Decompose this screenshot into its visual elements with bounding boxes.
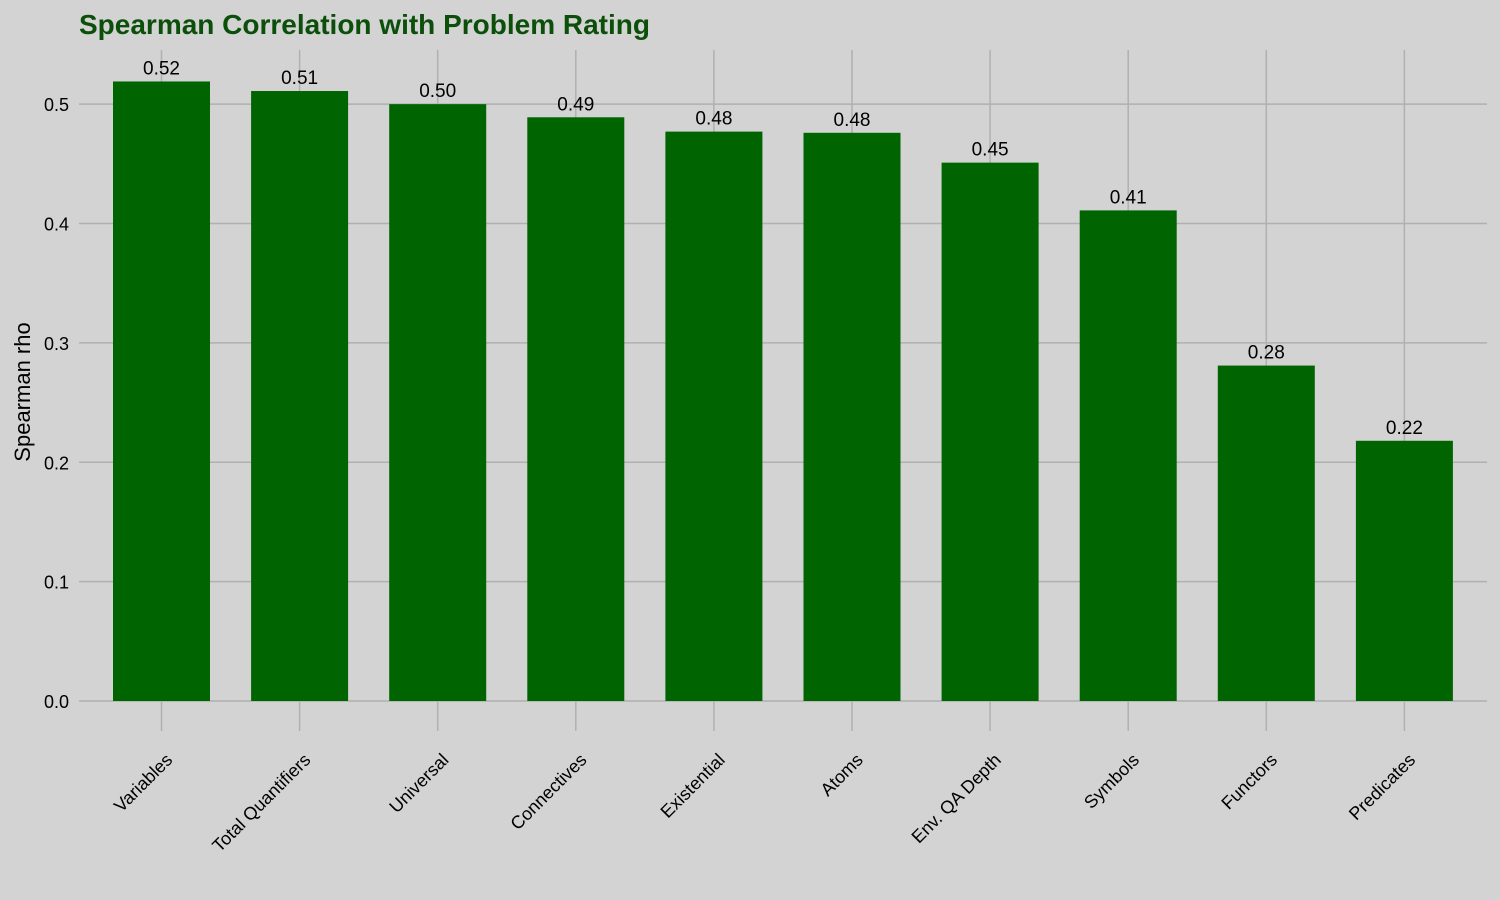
data-label: 0.41 — [1110, 187, 1147, 208]
x-tick-label: Atoms — [817, 750, 867, 800]
chart-title: Spearman Correlation with Problem Rating — [79, 9, 650, 40]
x-axis-ticks: Variables Total Quantifiers Universal Conne… — [110, 701, 1419, 856]
y-tick-label: 0.0 — [44, 692, 69, 712]
bar — [1355, 440, 1453, 701]
x-tick-label: Total Quantifiers — [208, 750, 314, 856]
bar — [527, 117, 625, 701]
x-tick-label: Symbols — [1080, 750, 1143, 813]
bar — [389, 104, 487, 701]
data-label: 0.48 — [834, 110, 871, 131]
data-label: 0.45 — [972, 140, 1009, 161]
bar — [1079, 210, 1177, 702]
data-label: 0.48 — [695, 109, 732, 130]
x-tick-label: Existential — [657, 750, 729, 822]
data-label: 0.52 — [143, 58, 180, 79]
x-tick-label: Connectives — [506, 750, 590, 834]
x-tick-label: Universal — [385, 750, 452, 817]
data-label: 0.28 — [1248, 343, 1285, 364]
bar — [803, 132, 901, 701]
data-label: 0.22 — [1386, 418, 1423, 439]
data-label: 0.51 — [281, 68, 318, 89]
y-tick-label: 0.5 — [44, 95, 69, 115]
x-tick-label: Env. QA Depth — [908, 750, 1005, 847]
x-tick-label: Variables — [110, 750, 176, 816]
data-label: 0.49 — [557, 94, 594, 115]
y-axis-label: Spearman rho — [10, 322, 35, 461]
bar — [665, 131, 763, 701]
y-tick-label: 0.2 — [44, 453, 69, 473]
bars — [113, 81, 1453, 702]
bar — [1217, 365, 1315, 701]
bar — [251, 91, 349, 702]
x-tick-label: Predicates — [1345, 750, 1419, 824]
data-label: 0.50 — [419, 81, 456, 102]
y-tick-label: 0.3 — [44, 334, 69, 354]
data-labels: 0.52 0.51 0.50 0.49 0.48 0.48 0.45 0.41 0.28 0.22 — [143, 58, 1423, 438]
y-tick-label: 0.1 — [44, 573, 69, 593]
y-axis-ticks: 0.0 0.1 0.2 0.3 0.4 0.5 — [44, 95, 69, 712]
bar — [113, 81, 210, 701]
y-tick-label: 0.4 — [44, 215, 69, 235]
x-tick-label: Functors — [1217, 750, 1281, 814]
bar — [941, 162, 1039, 701]
